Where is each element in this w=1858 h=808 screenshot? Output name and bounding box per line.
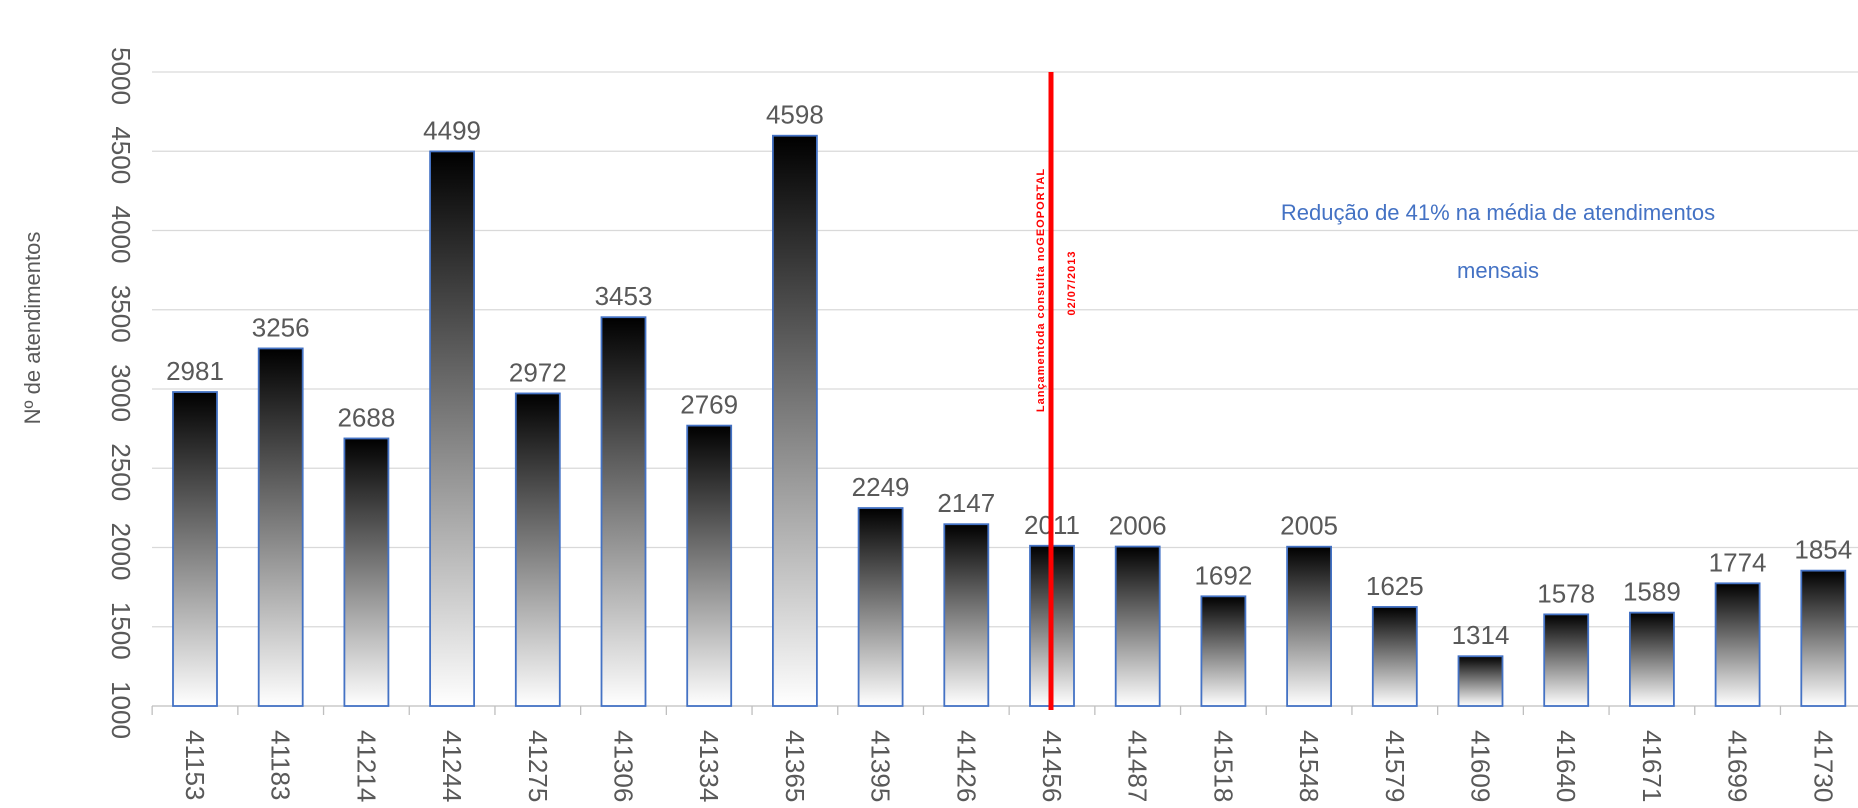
x-axis-ticks: 41153 41183 41214 41244 41275 41306 41334 41365… xyxy=(151,706,1838,802)
annotation-line-1: Redução de 41% na média de atendimentos xyxy=(1281,200,1715,225)
data-label: 1625 xyxy=(1366,571,1424,601)
y-tick-label: 2000 xyxy=(106,523,136,581)
y-tick-label: 4500 xyxy=(106,126,136,184)
data-label: 1578 xyxy=(1537,578,1595,608)
x-tick-label: 41456 xyxy=(1037,730,1067,802)
x-tick-label: 41518 xyxy=(1208,730,1238,802)
data-label: 2972 xyxy=(509,357,567,387)
x-tick-label: 41275 xyxy=(523,730,553,802)
y-axis-ticks: 1000 1500 2000 2500 3000 3500 4000 4500 5000 xyxy=(106,47,136,739)
data-label: 2147 xyxy=(937,488,995,518)
x-tick-label: 41699 xyxy=(1723,730,1753,802)
data-label: 2005 xyxy=(1280,511,1338,541)
launch-marker: Lançamentoda consulta noGEOPORTAL 02/07/2… xyxy=(1035,72,1078,710)
bar xyxy=(1457,655,1504,707)
data-label: 1314 xyxy=(1452,620,1510,650)
y-tick-label: 1000 xyxy=(106,681,136,739)
x-tick-label: 41487 xyxy=(1123,730,1153,802)
x-tick-label: 41640 xyxy=(1551,730,1581,802)
data-label: 2981 xyxy=(166,356,224,386)
marker-label-line-2: 02/07/2013 xyxy=(1066,250,1078,315)
y-tick-label: 3000 xyxy=(106,364,136,422)
data-label: 1589 xyxy=(1623,577,1681,607)
x-tick-label: 41671 xyxy=(1637,730,1667,802)
y-tick-label: 1500 xyxy=(106,602,136,660)
data-label: 3453 xyxy=(595,281,653,311)
bar xyxy=(257,347,304,707)
y-tick-label: 3500 xyxy=(106,285,136,343)
bar xyxy=(943,523,990,707)
bar xyxy=(1714,582,1761,707)
bar xyxy=(686,424,733,707)
x-tick-label: 41153 xyxy=(180,730,210,800)
x-tick-label: 41334 xyxy=(694,730,724,802)
bar xyxy=(772,134,818,707)
bar xyxy=(429,150,476,707)
x-tick-label: 41609 xyxy=(1466,730,1496,802)
bar xyxy=(857,507,904,707)
x-tick-label: 41548 xyxy=(1294,730,1324,802)
bar xyxy=(172,391,218,707)
x-tick-label: 41395 xyxy=(866,730,896,802)
bar xyxy=(1800,569,1847,707)
bar xyxy=(514,392,561,707)
data-label: 3256 xyxy=(252,312,310,342)
data-label: 1854 xyxy=(1794,535,1852,565)
bar xyxy=(1200,595,1247,707)
marker-label-line-1: Lançamentoda consulta noGEOPORTAL xyxy=(1035,168,1047,412)
data-labels: 2981 3256 2688 4499 2972 3453 2769 4598 2249 2147… xyxy=(166,100,1852,651)
y-axis-label: Nº de atendimentos xyxy=(20,232,45,425)
bar xyxy=(343,437,390,707)
x-tick-label: 41306 xyxy=(609,730,639,802)
y-tick-label: 4000 xyxy=(106,206,136,264)
x-tick-label: 41183 xyxy=(266,730,296,800)
bar xyxy=(600,316,647,707)
bar xyxy=(1371,606,1418,707)
bar xyxy=(1286,545,1332,707)
x-tick-label: 41365 xyxy=(780,730,810,802)
x-tick-label: 41214 xyxy=(351,730,381,802)
data-label: 2688 xyxy=(337,402,395,432)
annotation-line-2: mensais xyxy=(1457,258,1539,283)
data-label: 2769 xyxy=(680,390,738,420)
x-tick-label: 41579 xyxy=(1380,730,1410,802)
gridlines xyxy=(152,71,1858,707)
bars xyxy=(172,134,1847,707)
data-label: 1692 xyxy=(1194,560,1252,590)
bar xyxy=(1629,611,1675,707)
data-label: 2006 xyxy=(1109,511,1167,541)
x-tick-label: 41426 xyxy=(951,730,981,802)
data-label: 4499 xyxy=(423,115,481,145)
y-tick-label: 5000 xyxy=(106,47,136,105)
bar xyxy=(1543,613,1590,707)
data-label: 4598 xyxy=(766,100,824,130)
data-label: 1774 xyxy=(1709,547,1767,577)
data-label: 2249 xyxy=(852,472,910,502)
y-tick-label: 2500 xyxy=(106,443,136,501)
x-tick-label: 41244 xyxy=(437,730,467,802)
x-tick-label: 41730 xyxy=(1808,730,1838,802)
bar xyxy=(1114,545,1161,707)
